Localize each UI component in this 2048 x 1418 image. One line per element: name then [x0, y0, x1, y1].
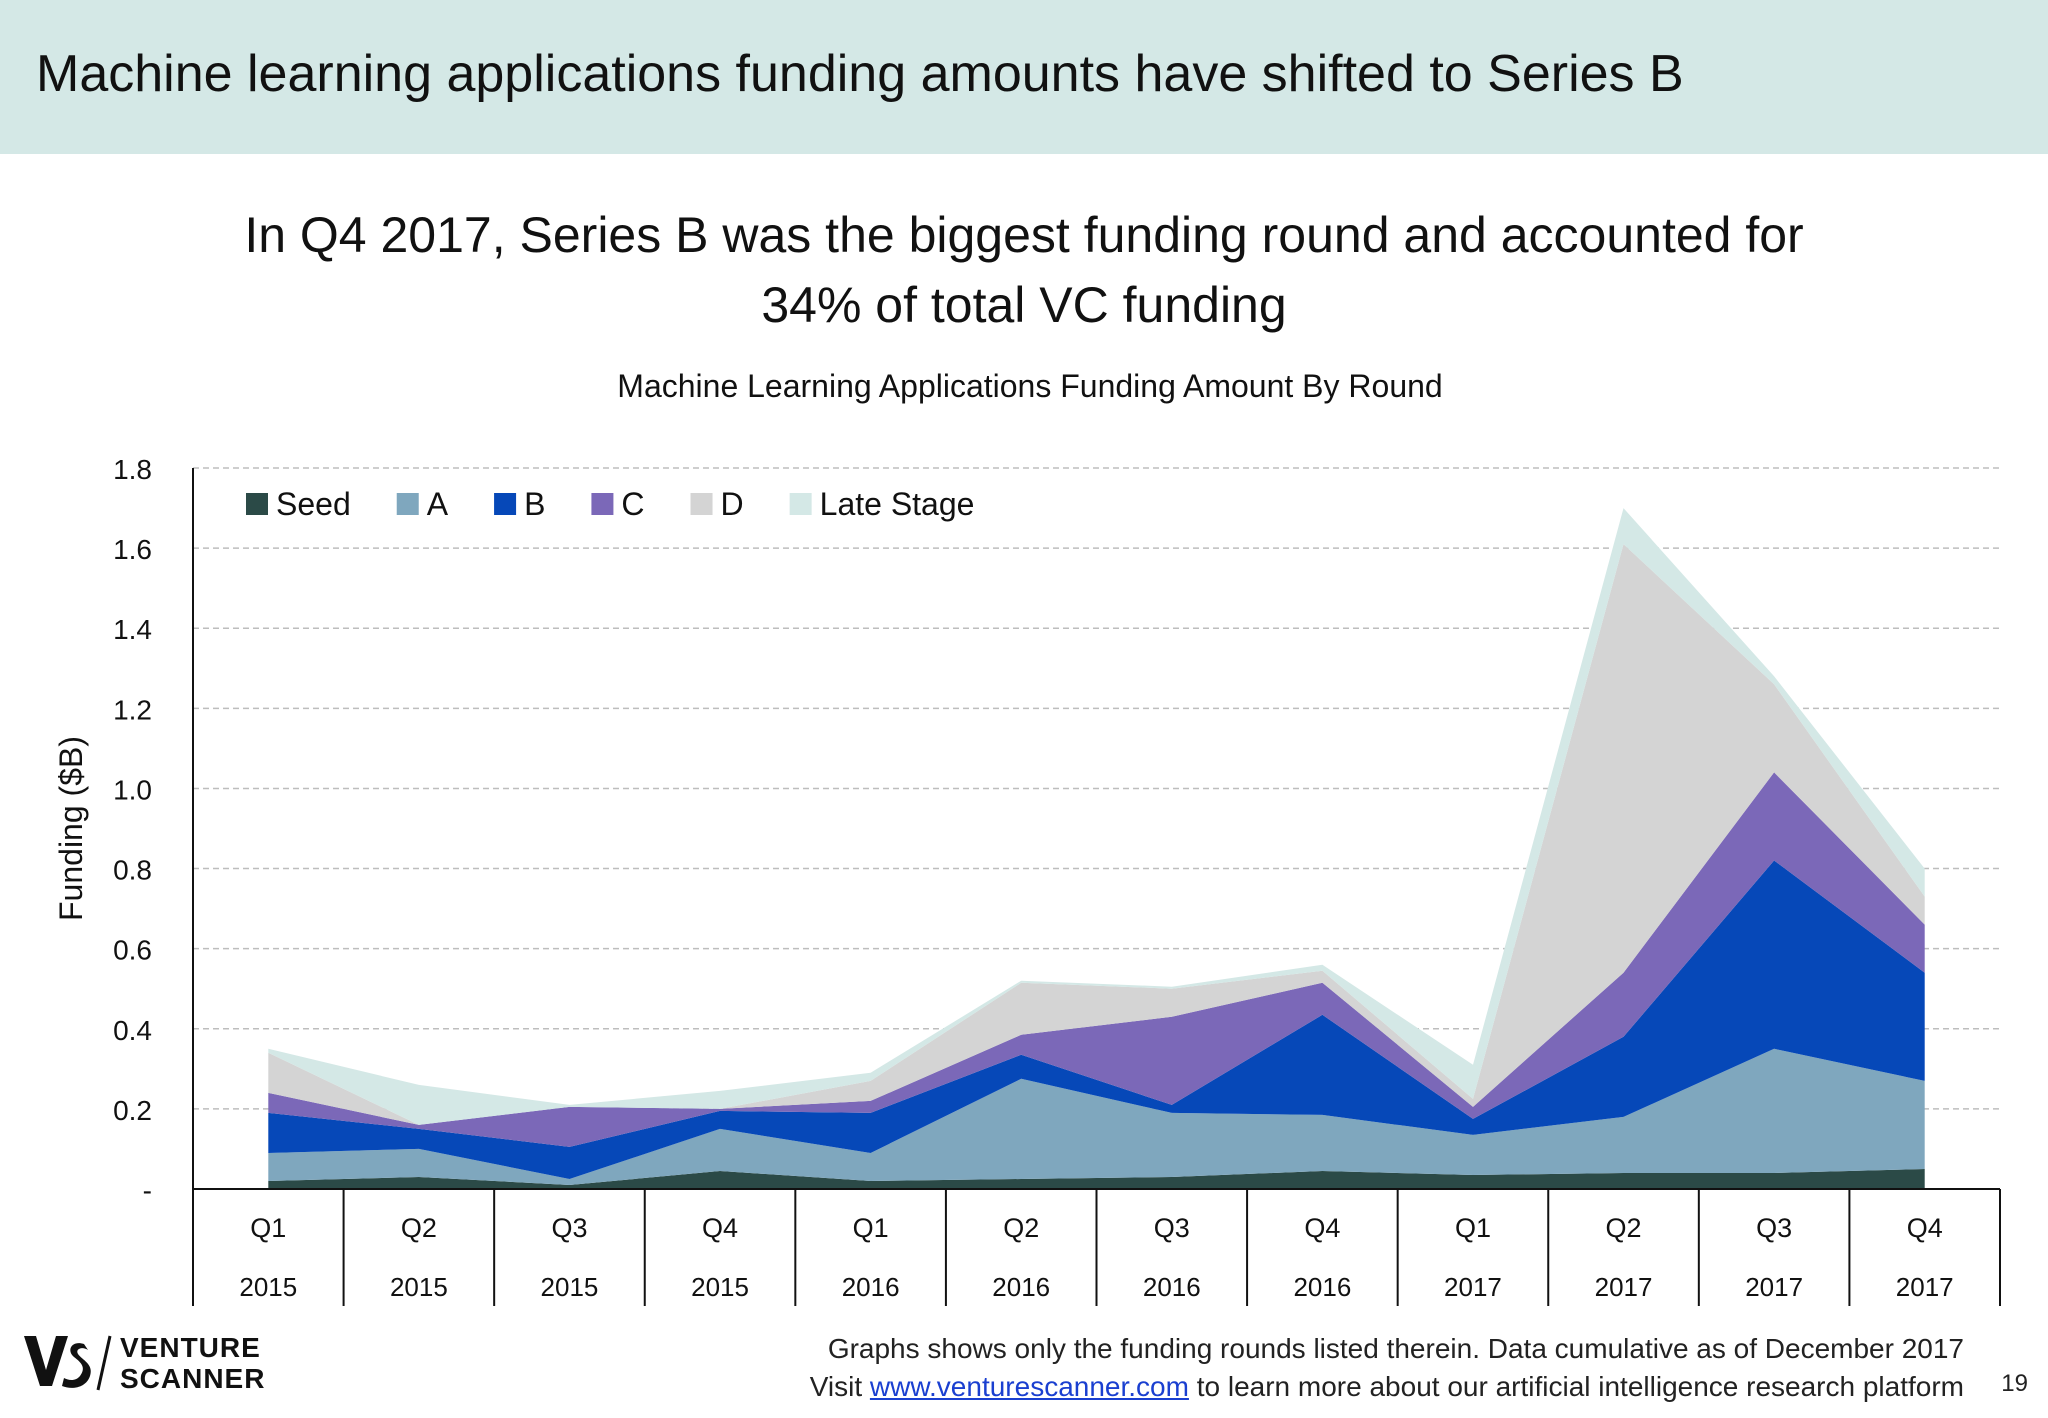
legend-swatch-seed [246, 493, 268, 515]
x-tick-quarter: Q1 [1455, 1213, 1491, 1243]
x-tick-quarter: Q2 [1003, 1213, 1039, 1243]
legend-swatch-c [591, 493, 614, 515]
x-tick-year: 2015 [691, 1272, 749, 1302]
footer-visit-suffix: to learn more about our artificial intel… [1196, 1371, 1964, 1402]
venture-scanner-vs-logo-icon [24, 1335, 112, 1391]
x-tick-quarter: Q4 [1304, 1213, 1340, 1243]
x-tick-year: 2015 [390, 1272, 448, 1302]
y-tick-label: 1.4 [113, 614, 152, 645]
page-number: 19 [2001, 1370, 2028, 1397]
area-seed [268, 1169, 1925, 1189]
funding-area-chart: - 0.2 0.4 0.6 0.8 1.0 1.2 1.4 1.6 1.8 Q1 2015 Q2 2015… [53, 454, 2001, 1306]
x-tick-year: 2015 [541, 1272, 599, 1302]
x-tick-year: 2016 [992, 1272, 1050, 1302]
x-tick-year: 2017 [1745, 1272, 1803, 1302]
y-tick-label: 1.8 [113, 454, 152, 485]
x-tick-quarter: Q3 [551, 1213, 587, 1243]
legend-swatch-b [494, 493, 517, 515]
headline-line-1: In Q4 2017, Series B was the biggest fun… [244, 207, 1804, 263]
headline: In Q4 2017, Series B was the biggest fun… [0, 200, 2048, 340]
x-tick-quarter: Q3 [1154, 1213, 1190, 1243]
x-tick-year: 2016 [842, 1272, 900, 1302]
area-series [268, 508, 1925, 1189]
y-tick-label: 0.8 [113, 855, 152, 886]
legend-swatch-d [690, 493, 713, 515]
x-tick-quarter: Q1 [853, 1213, 889, 1243]
x-tick-quarter: Q2 [1606, 1213, 1642, 1243]
x-tick-quarter: Q1 [250, 1213, 286, 1243]
header-band [0, 0, 2048, 154]
logo-word-scanner: SCANNER [120, 1363, 266, 1394]
axes: - 0.2 0.4 0.6 0.8 1.0 1.2 1.4 1.6 1.8 Q1 2015 Q2 2015… [113, 454, 2001, 1306]
legend-label: C [621, 486, 644, 522]
x-tick-quarter: Q3 [1756, 1213, 1792, 1243]
x-tick-quarter: Q2 [401, 1213, 437, 1243]
venture-scanner-logo: VENTURE SCANNER [22, 1330, 266, 1394]
y-tick-label: 0.6 [113, 935, 152, 966]
legend-label: A [427, 486, 449, 522]
footer-visit-prefix: Visit [809, 1371, 863, 1402]
area-c [268, 772, 1925, 1147]
x-tick-year: 2017 [1595, 1272, 1653, 1302]
headline-line-2: 34% of total VC funding [761, 277, 1287, 333]
chart-title: Machine Learning Applications Funding Am… [617, 368, 1443, 404]
legend-label: D [721, 486, 744, 522]
y-tick-label: 0.2 [113, 1095, 152, 1126]
legend: Seed A B C D Late Stage [246, 486, 974, 522]
y-tick-label: 1.2 [113, 694, 152, 725]
area-a [268, 1048, 1925, 1185]
x-tick-year: 2016 [1293, 1272, 1351, 1302]
page-title: Machine learning applications funding am… [36, 45, 1684, 103]
x-tick-year: 2017 [1444, 1272, 1502, 1302]
legend-label: B [524, 486, 545, 522]
footer-visit-line: Visit www.venturescanner.com to learn mo… [810, 1371, 1964, 1403]
x-tick-year: 2015 [239, 1272, 297, 1302]
x-tick-year: 2016 [1143, 1272, 1201, 1302]
legend-label: Late Stage [820, 486, 975, 522]
venturescanner-link[interactable]: www.venturescanner.com [869, 1371, 1189, 1402]
x-tick-quarter: Q4 [1907, 1213, 1943, 1243]
area-d [268, 544, 1925, 1125]
x-tick-quarter: Q4 [702, 1213, 738, 1243]
y-tick-label: 0.4 [113, 1015, 152, 1046]
y-axis-label: Funding ($B) [53, 736, 89, 921]
legend-label: Seed [276, 486, 351, 522]
x-tick-year: 2017 [1896, 1272, 1954, 1302]
area-b [268, 860, 1925, 1179]
logo-word-venture: VENTURE [120, 1332, 261, 1363]
y-tick-label: - [143, 1175, 152, 1206]
legend-swatch-late-stage [789, 493, 812, 515]
legend-swatch-a [396, 493, 419, 515]
footer-note: Graphs shows only the funding rounds lis… [827, 1333, 1964, 1364]
y-tick-label: 1.0 [113, 774, 152, 805]
y-tick-label: 1.6 [113, 534, 152, 565]
